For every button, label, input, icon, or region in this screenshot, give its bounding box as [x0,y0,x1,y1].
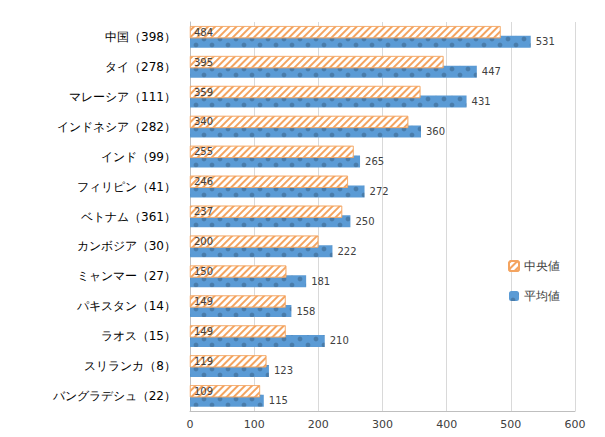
svg-text:インド（99）: インド（99） [101,150,176,164]
svg-text:222: 222 [337,246,356,257]
svg-text:中国（398）: 中国（398） [105,30,176,44]
svg-text:150: 150 [194,266,213,277]
svg-text:ミャンマー（27）: ミャンマー（27） [77,269,176,283]
svg-text:マレーシア（111）: マレーシア（111） [69,90,176,104]
svg-text:237: 237 [194,206,213,217]
svg-text:300: 300 [372,418,393,431]
svg-text:246: 246 [194,176,213,187]
svg-text:149: 149 [194,296,213,307]
svg-text:バングラデシュ（22）: バングラデシュ（22） [52,389,176,403]
svg-text:600: 600 [565,418,586,431]
svg-text:360: 360 [426,126,445,137]
svg-text:パキスタン（14）: パキスタン（14） [76,299,176,313]
svg-text:447: 447 [482,66,501,77]
svg-text:400: 400 [436,418,457,431]
svg-text:500: 500 [500,418,521,431]
svg-text:250: 250 [355,216,374,227]
svg-text:200: 200 [308,418,329,431]
svg-text:484: 484 [194,27,213,38]
svg-text:531: 531 [536,36,555,47]
svg-text:100: 100 [244,418,265,431]
svg-text:210: 210 [330,335,349,346]
svg-text:0: 0 [187,418,194,431]
svg-text:395: 395 [194,57,213,68]
svg-text:255: 255 [194,146,213,157]
svg-text:200: 200 [194,236,213,247]
svg-text:109: 109 [194,386,213,397]
svg-text:123: 123 [274,365,293,376]
svg-text:158: 158 [296,306,315,317]
svg-text:ラオス（15）: ラオス（15） [101,329,176,343]
svg-text:中央値: 中央値 [524,259,560,273]
svg-text:平均値: 平均値 [524,289,560,303]
svg-text:272: 272 [370,186,389,197]
svg-text:カンボジア（30）: カンボジア（30） [77,239,176,253]
svg-text:181: 181 [311,276,330,287]
svg-text:スリランカ（8）: スリランカ（8） [84,359,176,373]
svg-text:ベトナム（361）: ベトナム（361） [81,210,176,224]
svg-text:インドネシア（282）: インドネシア（282） [57,120,176,134]
svg-text:340: 340 [194,116,213,127]
svg-text:149: 149 [194,326,213,337]
svg-text:タイ（278）: タイ（278） [105,60,176,74]
svg-text:115: 115 [269,395,288,406]
svg-text:119: 119 [194,356,213,367]
svg-text:265: 265 [365,156,384,167]
svg-text:431: 431 [472,96,491,107]
svg-text:359: 359 [194,87,213,98]
svg-text:フィリピン（41）: フィリピン（41） [77,180,176,194]
